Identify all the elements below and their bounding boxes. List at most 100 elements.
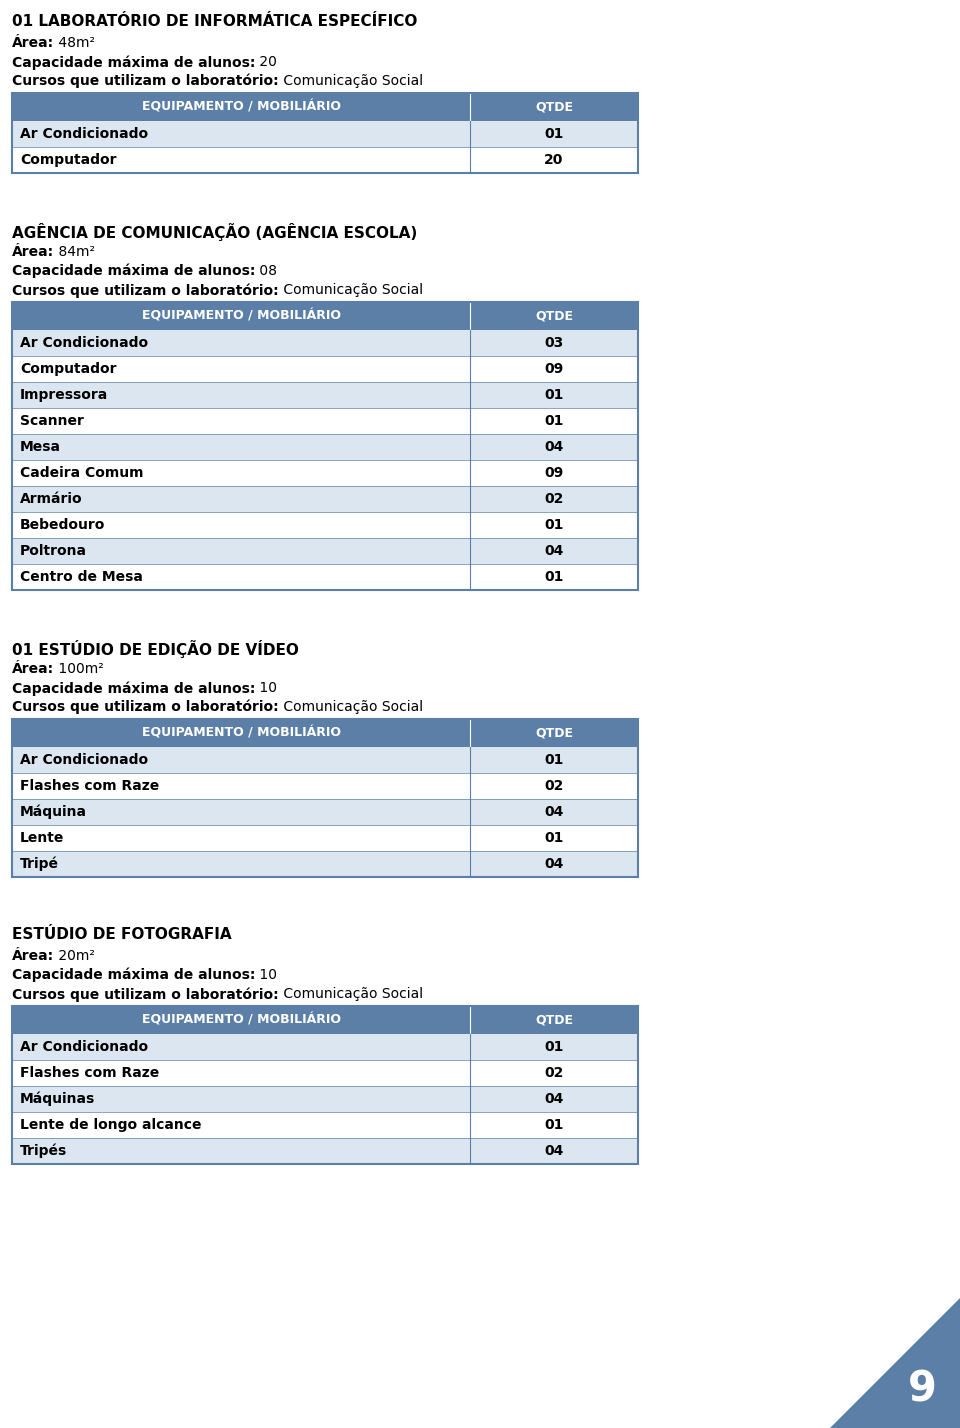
Text: Impressora: Impressora <box>20 388 108 403</box>
Text: 10: 10 <box>255 968 277 982</box>
Text: Capacidade máxima de alunos:: Capacidade máxima de alunos: <box>12 681 255 695</box>
Text: 01: 01 <box>544 414 564 428</box>
Text: 20: 20 <box>255 56 277 69</box>
Text: Máquina: Máquina <box>20 805 87 820</box>
Text: Armário: Armário <box>20 493 83 506</box>
Text: Área:: Área: <box>12 663 54 675</box>
Bar <box>12 356 638 383</box>
Bar <box>12 1112 638 1138</box>
Text: 9: 9 <box>907 1369 936 1411</box>
Text: 01 LABORATÓRIO DE INFORMÁTICA ESPECÍFICO: 01 LABORATÓRIO DE INFORMÁTICA ESPECÍFICO <box>12 14 418 29</box>
Bar <box>12 93 638 173</box>
Text: 02: 02 <box>544 1065 564 1080</box>
Text: Bebedouro: Bebedouro <box>20 518 106 533</box>
Bar <box>12 460 638 486</box>
Text: 48m²: 48m² <box>54 36 95 50</box>
Text: 04: 04 <box>544 1144 564 1158</box>
Text: Tripé: Tripé <box>20 857 59 871</box>
Text: Cursos que utilizam o laboratório:: Cursos que utilizam o laboratório: <box>12 74 278 89</box>
Text: Cursos que utilizam o laboratório:: Cursos que utilizam o laboratório: <box>12 700 278 714</box>
Bar <box>12 408 638 434</box>
Text: Ar Condicionado: Ar Condicionado <box>20 753 148 767</box>
Bar <box>12 825 638 851</box>
Text: 04: 04 <box>544 440 564 454</box>
Bar <box>12 564 638 590</box>
Text: Área:: Área: <box>12 246 54 258</box>
Text: Cursos que utilizam o laboratório:: Cursos que utilizam o laboratório: <box>12 283 278 297</box>
Text: 01: 01 <box>544 1040 564 1054</box>
Text: 04: 04 <box>544 857 564 871</box>
Text: 100m²: 100m² <box>54 663 104 675</box>
Text: 08: 08 <box>255 264 277 278</box>
Text: 09: 09 <box>544 466 564 480</box>
Text: Ar Condicionado: Ar Condicionado <box>20 336 148 350</box>
Text: 02: 02 <box>544 493 564 506</box>
Text: 04: 04 <box>544 1092 564 1107</box>
Bar <box>12 486 638 513</box>
Text: 04: 04 <box>544 544 564 558</box>
Text: 01: 01 <box>544 753 564 767</box>
Text: Scanner: Scanner <box>20 414 84 428</box>
Text: QTDE: QTDE <box>535 727 573 740</box>
Text: Comunicação Social: Comunicação Social <box>278 700 422 714</box>
Polygon shape <box>830 1298 960 1428</box>
Text: 01: 01 <box>544 831 564 845</box>
Text: Computador: Computador <box>20 363 116 376</box>
Bar <box>12 1138 638 1164</box>
Text: Capacidade máxima de alunos:: Capacidade máxima de alunos: <box>12 264 255 278</box>
Bar <box>12 301 638 590</box>
Text: 01: 01 <box>544 1118 564 1132</box>
Text: Lente de longo alcance: Lente de longo alcance <box>20 1118 202 1132</box>
Text: Poltrona: Poltrona <box>20 544 87 558</box>
Text: Ar Condicionado: Ar Condicionado <box>20 127 148 141</box>
Text: AGÊNCIA DE COMUNICAÇÃO (AGÊNCIA ESCOLA): AGÊNCIA DE COMUNICAÇÃO (AGÊNCIA ESCOLA) <box>12 223 418 241</box>
Bar <box>12 383 638 408</box>
Text: 84m²: 84m² <box>54 246 95 258</box>
Bar <box>12 1005 638 1164</box>
Bar <box>12 301 638 330</box>
Text: Ar Condicionado: Ar Condicionado <box>20 1040 148 1054</box>
Bar <box>12 1034 638 1060</box>
Bar <box>12 121 638 147</box>
Bar <box>12 747 638 773</box>
Bar <box>12 1060 638 1087</box>
Text: Computador: Computador <box>20 153 116 167</box>
Bar <box>12 1005 638 1034</box>
Text: Máquinas: Máquinas <box>20 1092 95 1107</box>
Bar <box>12 538 638 564</box>
Bar <box>12 330 638 356</box>
Bar <box>12 720 638 747</box>
Text: EQUIPAMENTO / MOBILIÁRIO: EQUIPAMENTO / MOBILIÁRIO <box>141 310 341 323</box>
Text: Mesa: Mesa <box>20 440 61 454</box>
Text: ESTÚDIO DE FOTOGRAFIA: ESTÚDIO DE FOTOGRAFIA <box>12 927 231 942</box>
Text: 20m²: 20m² <box>54 950 95 962</box>
Bar <box>12 773 638 800</box>
Text: 02: 02 <box>544 780 564 793</box>
Bar <box>12 720 638 877</box>
Text: 01: 01 <box>544 570 564 584</box>
Text: Comunicação Social: Comunicação Social <box>278 987 422 1001</box>
Text: QTDE: QTDE <box>535 1014 573 1027</box>
Text: 09: 09 <box>544 363 564 376</box>
Bar <box>12 147 638 173</box>
Text: Tripés: Tripés <box>20 1144 67 1158</box>
Text: 01: 01 <box>544 388 564 403</box>
Text: 20: 20 <box>544 153 564 167</box>
Text: Lente: Lente <box>20 831 64 845</box>
Text: Capacidade máxima de alunos:: Capacidade máxima de alunos: <box>12 968 255 982</box>
Text: EQUIPAMENTO / MOBILIÁRIO: EQUIPAMENTO / MOBILIÁRIO <box>141 1014 341 1027</box>
Text: 01 ESTÚDIO DE EDIÇÃO DE VÍDEO: 01 ESTÚDIO DE EDIÇÃO DE VÍDEO <box>12 640 299 658</box>
Bar <box>12 513 638 538</box>
Bar <box>12 93 638 121</box>
Text: 04: 04 <box>544 805 564 820</box>
Text: EQUIPAMENTO / MOBILIÁRIO: EQUIPAMENTO / MOBILIÁRIO <box>141 100 341 113</box>
Bar <box>12 1087 638 1112</box>
Text: EQUIPAMENTO / MOBILIÁRIO: EQUIPAMENTO / MOBILIÁRIO <box>141 727 341 740</box>
Text: Flashes com Raze: Flashes com Raze <box>20 1065 159 1080</box>
Text: 10: 10 <box>255 681 277 695</box>
Text: 01: 01 <box>544 518 564 533</box>
Text: Área:: Área: <box>12 950 54 962</box>
Text: Cursos que utilizam o laboratório:: Cursos que utilizam o laboratório: <box>12 987 278 1001</box>
Text: Flashes com Raze: Flashes com Raze <box>20 780 159 793</box>
Text: Comunicação Social: Comunicação Social <box>278 283 422 297</box>
